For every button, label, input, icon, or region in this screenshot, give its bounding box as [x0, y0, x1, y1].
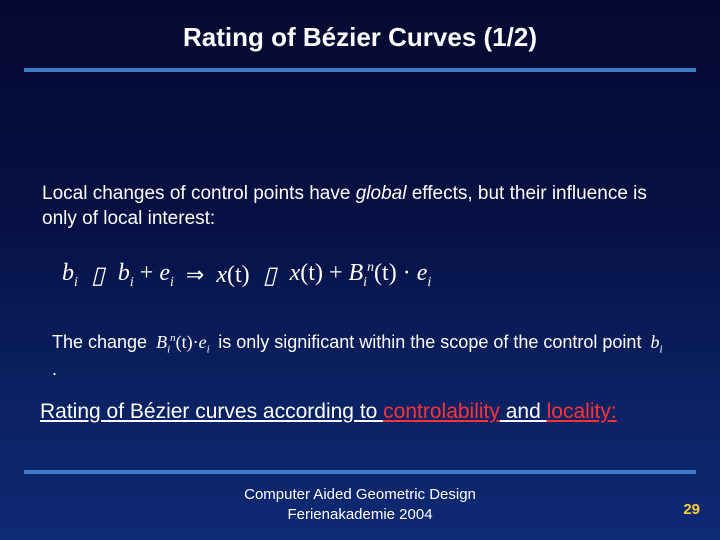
subscript: i	[363, 274, 367, 289]
op: ·	[403, 260, 411, 286]
char: e	[417, 260, 428, 286]
math-term: x(t) + Bin(t) · ei	[290, 260, 432, 291]
text-highlight: controlability	[383, 400, 500, 423]
text-highlight: locality:	[547, 400, 617, 423]
subscript: i	[207, 344, 210, 356]
math-term: bi + ei	[118, 260, 174, 291]
char: e	[159, 260, 170, 286]
superscript: n	[367, 260, 374, 275]
paragraph-change: The change Bin(t)·ei is only significant…	[52, 330, 672, 382]
divider-bottom	[24, 470, 696, 474]
subscript: i	[427, 274, 431, 289]
char: e	[199, 332, 207, 352]
formula: bi ▯ bi + ei ⇒ x(t) ▯ x(t) + Bin(t) · ei	[62, 250, 431, 300]
text-underline: Rating of Bézier curves according to	[40, 400, 383, 423]
subscript: i	[170, 274, 174, 289]
math-term: bi	[62, 260, 78, 291]
op: +	[329, 260, 343, 286]
text: is only significant within the scope of …	[218, 332, 646, 352]
paren: (t)	[300, 260, 323, 286]
slide: Rating of Bézier Curves (1/2) Local chan…	[0, 0, 720, 540]
char: b	[118, 260, 130, 286]
footer-line: Ferienakademie 2004	[0, 505, 720, 525]
paren: (t)	[374, 260, 397, 286]
subscript: i	[74, 274, 78, 289]
page-number: 29	[683, 501, 700, 518]
text-italic: global	[356, 183, 407, 204]
subscript: i	[130, 274, 134, 289]
footer: Computer Aided Geometric Design Ferienak…	[0, 485, 720, 526]
char: B	[348, 260, 363, 286]
char: x	[216, 262, 227, 288]
subscript: i	[167, 344, 170, 356]
op: +	[140, 260, 154, 286]
char: x	[290, 260, 301, 286]
paragraph-rating: Rating of Bézier curves according to con…	[40, 400, 680, 424]
char: B	[156, 332, 167, 352]
math-term: x(t)	[216, 262, 249, 289]
subscript: i	[659, 344, 662, 356]
mapsto-icon: ▯	[90, 261, 106, 290]
implies-icon: ⇒	[186, 262, 204, 288]
paragraph-intro: Local changes of control points have glo…	[42, 182, 682, 231]
inline-math: bi	[646, 332, 666, 352]
char: b	[62, 260, 74, 286]
footer-line: Computer Aided Geometric Design	[0, 485, 720, 505]
text-underline: and	[500, 400, 547, 423]
slide-title: Rating of Bézier Curves (1/2)	[0, 22, 720, 53]
paren: (t)	[176, 332, 193, 352]
text: Local changes of control points have	[42, 183, 356, 204]
divider-top	[24, 68, 696, 72]
mapsto-icon: ▯	[262, 261, 278, 290]
text: The change	[52, 332, 152, 352]
paren: (t)	[227, 262, 250, 288]
text: .	[52, 359, 57, 379]
inline-math: Bin(t)·ei	[152, 332, 218, 352]
